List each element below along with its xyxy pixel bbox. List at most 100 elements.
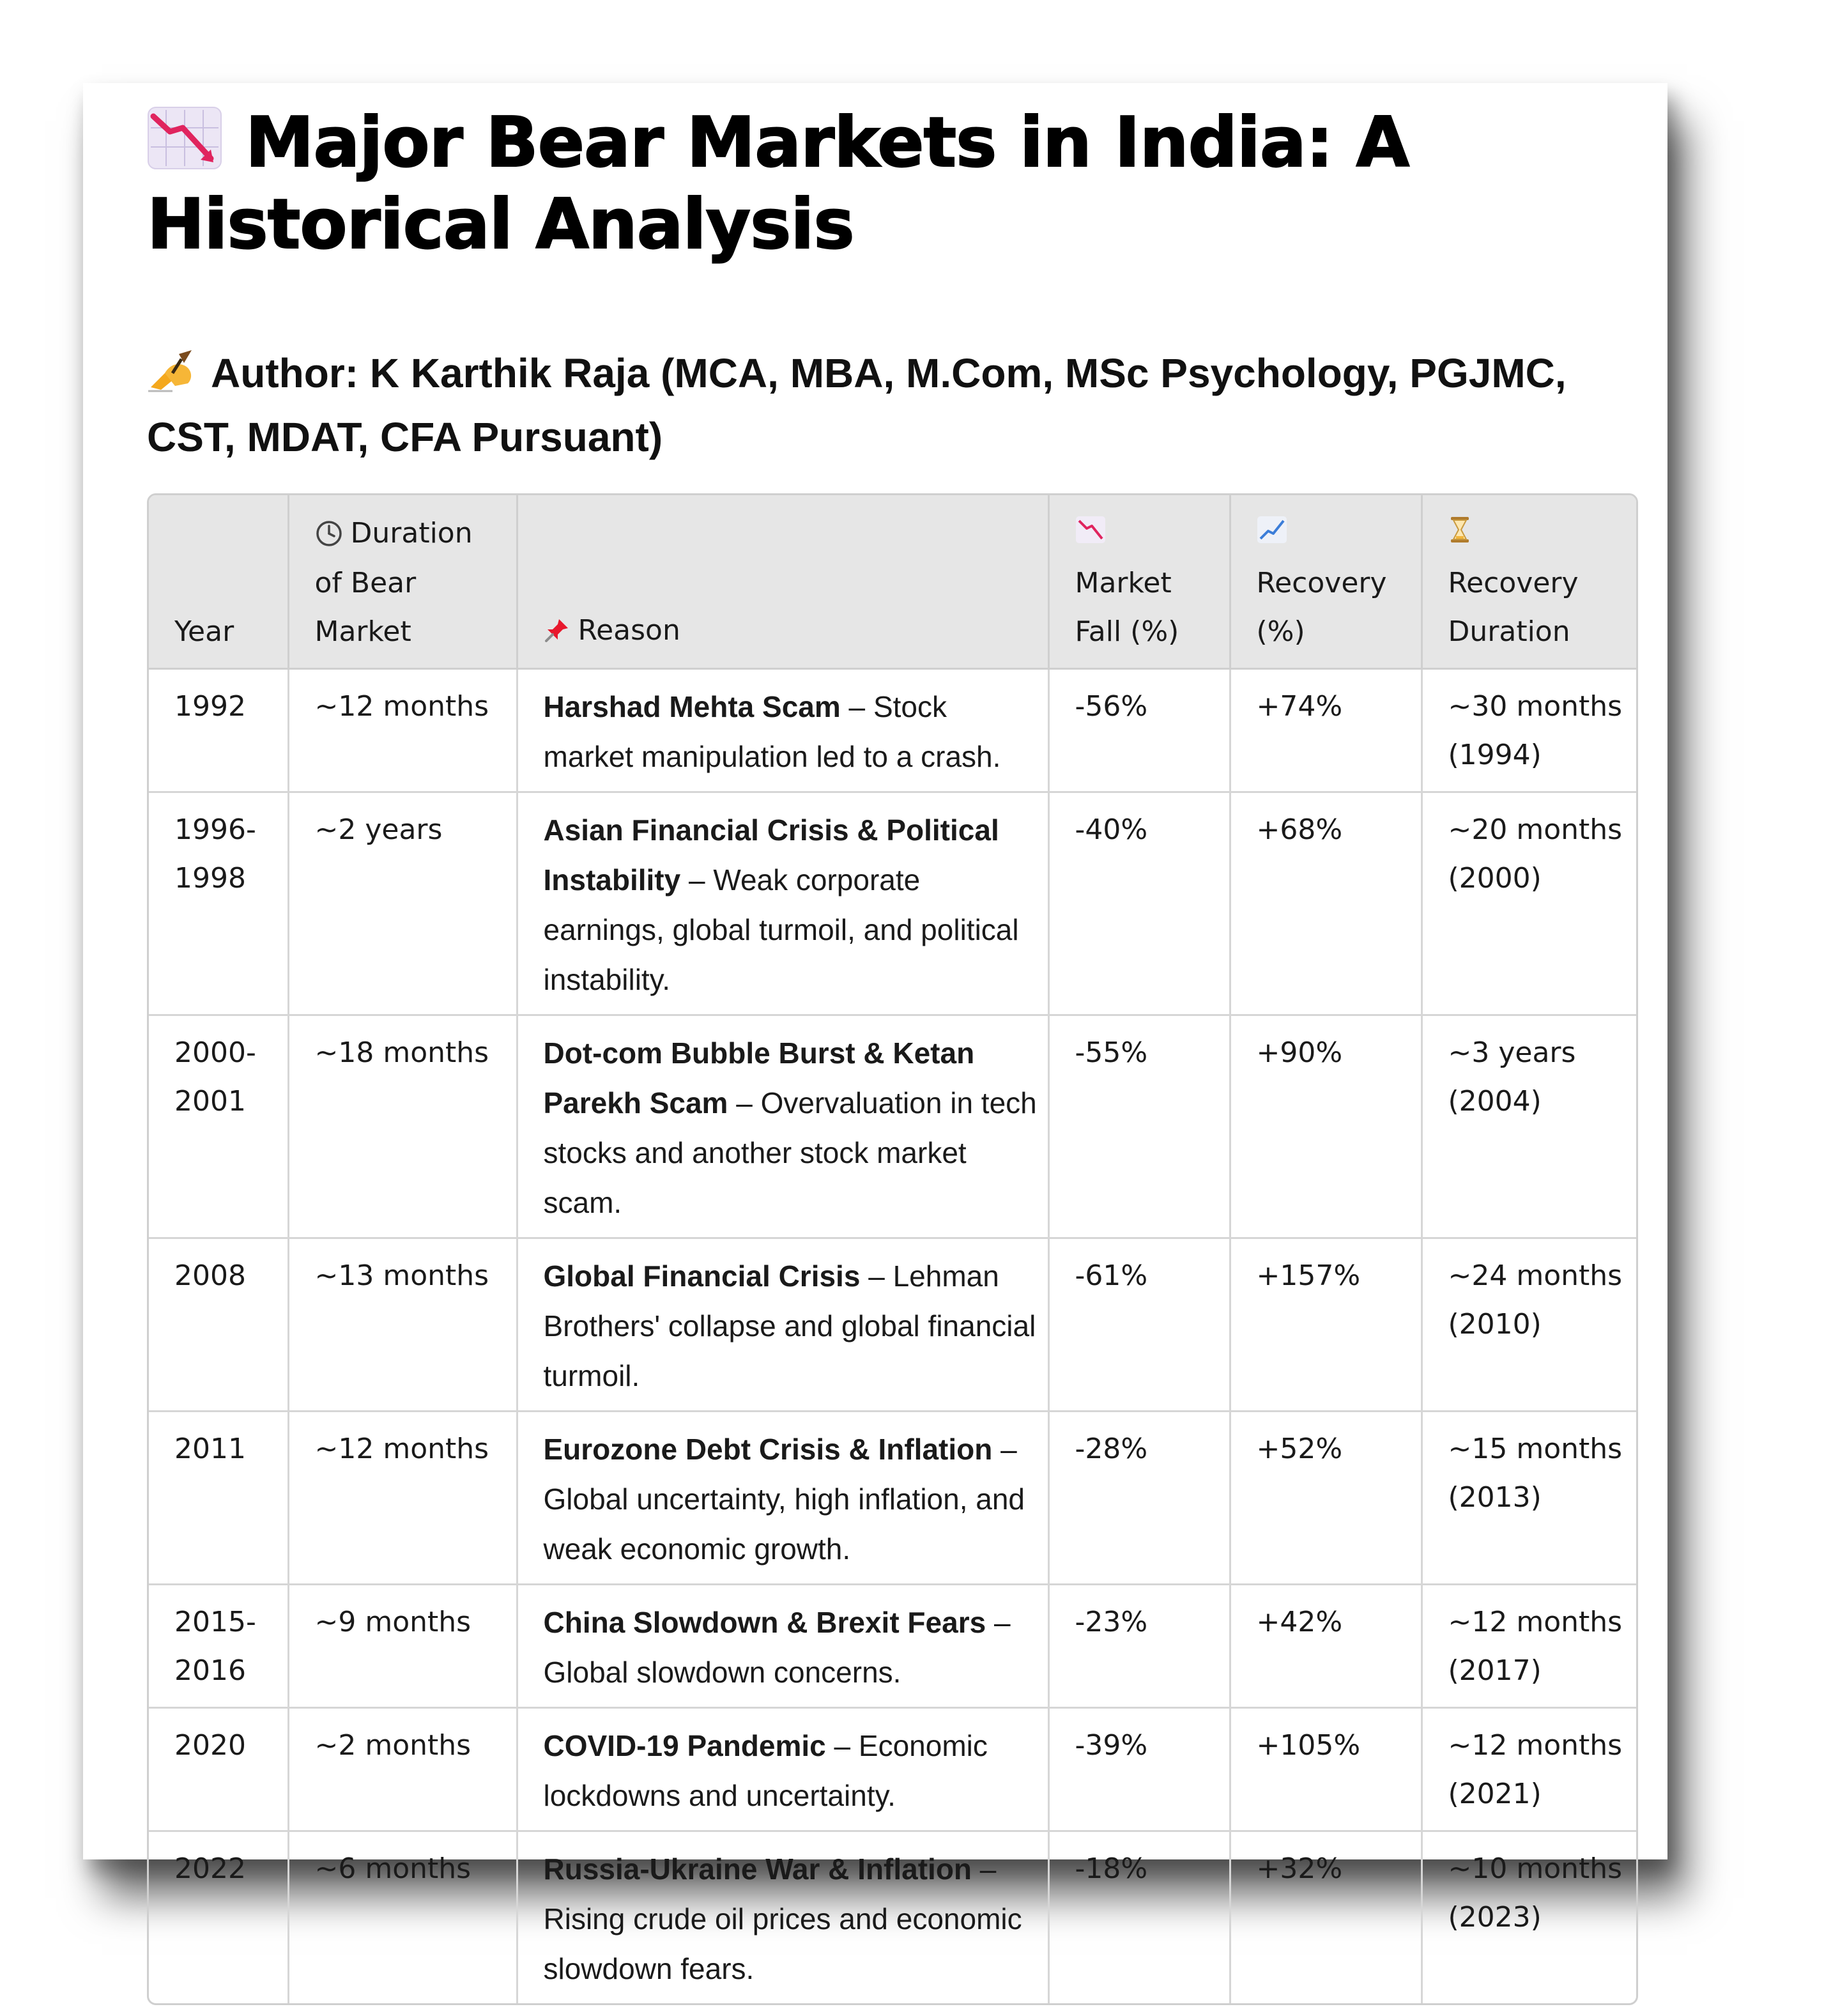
- cell-recovery-duration: ~3 years (2004): [1422, 1015, 1636, 1239]
- reason-text: Weak corporate earnings, global turmoil,…: [543, 863, 1019, 996]
- header-recovery: Recovery (%): [1230, 495, 1423, 670]
- cell-fall: -40%: [1048, 792, 1231, 1016]
- cell-fall: -56%: [1048, 668, 1231, 793]
- cell-year: 2020: [149, 1707, 289, 1832]
- cell-reason: Global Financial Crisis – Lehman Brother…: [517, 1238, 1050, 1412]
- header-fall-label: Market Fall (%): [1075, 567, 1179, 648]
- header-year: Year: [149, 495, 289, 670]
- document-card: Major Bear Markets in India: A Historica…: [83, 83, 1667, 2005]
- cell-year: 2022: [149, 1831, 289, 2003]
- header-reason-label: Reason: [578, 614, 680, 647]
- cell-recovery: +105%: [1230, 1707, 1423, 1832]
- cell-reason: China Slowdown & Brexit Fears – Global s…: [517, 1584, 1050, 1709]
- cell-recovery-duration: ~12 months (2021): [1422, 1707, 1636, 1832]
- cell-year: 2000-2001: [149, 1015, 289, 1239]
- chart-decreasing-icon: [147, 106, 222, 170]
- chart-increasing-icon: [1257, 511, 1408, 559]
- header-recovery-duration: Recovery Duration: [1422, 495, 1636, 670]
- cell-fall: -23%: [1048, 1584, 1231, 1709]
- table-row: 2020 ~2 months COVID-19 Pandemic – Econo…: [149, 1707, 1636, 1832]
- cell-fall: -61%: [1048, 1238, 1231, 1412]
- cell-reason: Asian Financial Crisis & Political Insta…: [517, 792, 1050, 1016]
- cell-year: 2015-2016: [149, 1584, 289, 1709]
- table-header-row: Year Duration of Bear Market: [149, 495, 1636, 670]
- reason-title: China Slowdown & Brexit Fears: [543, 1606, 986, 1639]
- reason-title: Harshad Mehta Scam: [543, 690, 841, 723]
- cell-duration: ~6 months: [288, 1831, 518, 2003]
- cell-recovery: +68%: [1230, 792, 1423, 1016]
- cell-recovery: +157%: [1230, 1238, 1423, 1412]
- reason-text: Stock market manipulation led to a crash…: [543, 690, 1001, 773]
- cell-fall: -18%: [1048, 1831, 1231, 2003]
- header-fall: Market Fall (%): [1048, 495, 1231, 670]
- reason-title: Eurozone Debt Crisis & Inflation: [543, 1433, 993, 1466]
- cell-year: 1996-1998: [149, 792, 289, 1016]
- cell-reason: Dot-com Bubble Burst & Ketan Parekh Scam…: [517, 1015, 1050, 1239]
- pushpin-icon: [544, 608, 578, 656]
- cell-duration: ~2 years: [288, 792, 518, 1016]
- header-year-label: Year: [174, 615, 234, 648]
- reason-text: Global slowdown concerns.: [543, 1656, 901, 1689]
- cell-recovery: +42%: [1230, 1584, 1423, 1709]
- table-row: 2022 ~6 months Russia-Ukraine War & Infl…: [149, 1831, 1636, 2003]
- table-row: 1996-1998 ~2 years Asian Financial Crisi…: [149, 792, 1636, 1016]
- cell-reason: Russia-Ukraine War & Inflation – Rising …: [517, 1831, 1050, 2003]
- reason-text: Overvaluation in tech stocks and another…: [543, 1086, 1037, 1219]
- cell-recovery: +32%: [1230, 1831, 1423, 2003]
- reason-text: Global uncertainty, high inflation, and …: [543, 1482, 1025, 1566]
- cell-recovery: +74%: [1230, 668, 1423, 793]
- bear-markets-table: Year Duration of Bear Market: [147, 493, 1638, 2005]
- cell-duration: ~12 months: [288, 668, 518, 793]
- cell-duration: ~2 months: [288, 1707, 518, 1832]
- cell-duration: ~9 months: [288, 1584, 518, 1709]
- cell-reason: Eurozone Debt Crisis & Inflation – Globa…: [517, 1411, 1050, 1585]
- data-table: Year Duration of Bear Market: [149, 495, 1636, 2003]
- cell-fall: -55%: [1048, 1015, 1231, 1239]
- header-duration-label: Duration of Bear Market: [314, 517, 473, 648]
- cell-reason: Harshad Mehta Scam – Stock market manipu…: [517, 668, 1050, 793]
- cell-reason: COVID-19 Pandemic – Economic lockdowns a…: [517, 1707, 1050, 1832]
- cell-recovery-duration: ~12 months (2017): [1422, 1584, 1636, 1709]
- reason-text: Lehman Brothers' collapse and global fin…: [543, 1259, 1036, 1392]
- cell-recovery-duration: ~20 months (2000): [1422, 792, 1636, 1016]
- chart-decreasing-icon: [1075, 511, 1216, 559]
- document-content: Major Bear Markets in India: A Historica…: [146, 102, 1638, 2005]
- reason-text: Economic lockdowns and uncertainty.: [543, 1729, 988, 1812]
- header-recovery-label: Recovery (%): [1256, 567, 1387, 648]
- cell-year: 2008: [149, 1238, 289, 1412]
- reason-title: Dot-com Bubble Burst & Ketan Parekh Scam: [543, 1036, 975, 1120]
- reason-title: Russia-Ukraine War & Inflation: [543, 1852, 972, 1886]
- cell-fall: -39%: [1048, 1707, 1231, 1832]
- cell-year: 1992: [149, 668, 289, 793]
- author-text: Author: K Karthik Raja (MCA, MBA, M.Com,…: [147, 350, 1567, 460]
- cell-recovery: +52%: [1230, 1411, 1423, 1585]
- cell-duration: ~18 months: [288, 1015, 518, 1239]
- reason-title: COVID-19 Pandemic: [543, 1729, 826, 1762]
- table-row: 2015-2016 ~9 months China Slowdown & Bre…: [149, 1584, 1636, 1709]
- cell-recovery-duration: ~24 months (2010): [1422, 1238, 1636, 1412]
- table-row: 2011 ~12 months Eurozone Debt Crisis & I…: [149, 1411, 1636, 1585]
- reason-title: Asian Financial Crisis & Political Insta…: [543, 813, 999, 896]
- page-title: Major Bear Markets in India: A Historica…: [146, 102, 1636, 266]
- cell-duration: ~13 months: [288, 1238, 518, 1412]
- clock-icon: [315, 511, 351, 559]
- writing-hand-icon: [147, 346, 197, 392]
- header-duration: Duration of Bear Market: [288, 495, 518, 670]
- cell-recovery-duration: ~15 months (2013): [1422, 1411, 1636, 1585]
- cell-recovery-duration: ~10 months (2023): [1448, 1852, 1623, 1934]
- reason-text: Rising crude oil prices and economic slo…: [543, 1902, 1022, 1985]
- table-row: 2008 ~13 months Global Financial Crisis …: [149, 1238, 1636, 1412]
- cell-fall: -28%: [1048, 1411, 1231, 1585]
- header-recovery-duration-label: Recovery Duration: [1448, 567, 1579, 648]
- cell-recovery: +90%: [1230, 1015, 1423, 1239]
- header-reason: Reason: [517, 495, 1050, 670]
- page-title-text: Major Bear Markets in India: A Historica…: [146, 102, 1410, 265]
- author-line: Author: K Karthik Raja (MCA, MBA, M.Com,…: [147, 341, 1636, 469]
- table-row: 1992 ~12 months Harshad Mehta Scam – Sto…: [149, 668, 1636, 793]
- reason-title: Global Financial Crisis: [543, 1259, 861, 1293]
- hourglass-icon: [1448, 511, 1624, 559]
- table-row: 2000-2001 ~18 months Dot-com Bubble Burs…: [149, 1015, 1636, 1239]
- cell-duration: ~12 months: [288, 1411, 518, 1585]
- cell-year: 2011: [149, 1411, 289, 1585]
- cell-recovery-duration: ~30 months (1994): [1422, 668, 1636, 793]
